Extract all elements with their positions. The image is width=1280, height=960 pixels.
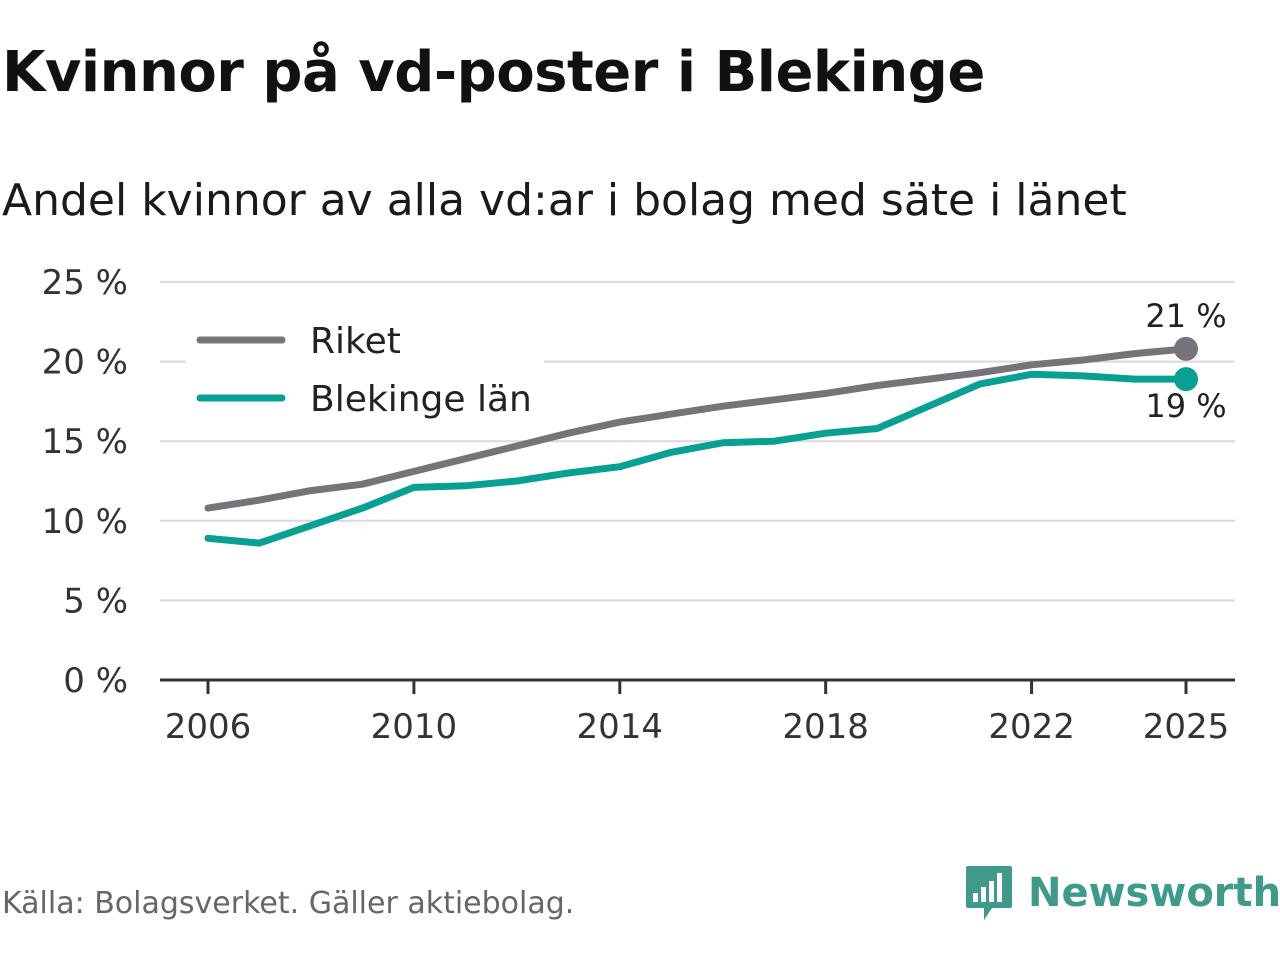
chart-subtitle: Andel kvinnor av alla vd:ar i bolag med … (2, 175, 1127, 226)
axes: 0 % 5 % 10 % 15 % 20 % 25 % 2006 2010 2014 2018 20… (42, 263, 1235, 747)
brand-logo: Newsworthy (964, 864, 1280, 922)
x-tick-label: 2018 (782, 707, 869, 747)
end-value-label: 19 % (1145, 387, 1226, 425)
x-tick-label: 2014 (577, 707, 664, 747)
series-end-point (1174, 367, 1198, 392)
y-tick-label: 25 % (42, 263, 128, 303)
x-tick-label: 2025 (1143, 707, 1230, 747)
x-tick-label: 2006 (165, 707, 252, 747)
series (204, 336, 1198, 547)
x-tick-label: 2010 (371, 707, 458, 747)
source-note: Källa: Bolagsverket. Gäller aktiebolag. (2, 886, 575, 921)
brand-name: Newsworthy (1028, 870, 1280, 916)
chart-title: Kvinnor på vd-poster i Blekinge (2, 40, 985, 105)
y-tick-label: 20 % (42, 343, 128, 383)
end-value-label: 21 % (1145, 297, 1226, 335)
series-end-point (1174, 336, 1198, 361)
legend: Riket Blekinge län (186, 312, 544, 428)
series-line-blekinge (204, 370, 1190, 547)
y-tick-label: 10 % (42, 502, 128, 542)
y-tick-label: 15 % (42, 422, 128, 462)
y-tick-label: 5 % (63, 581, 128, 621)
newsworthy-logo-icon (966, 866, 1012, 920)
x-tick-label: 2022 (988, 707, 1075, 747)
data-labels: 21 % 19 % (1145, 297, 1226, 425)
series-line-riket (204, 345, 1190, 512)
y-tick-label: 0 % (63, 661, 128, 701)
legend-label: Blekinge län (310, 379, 532, 420)
legend-label: Riket (310, 321, 401, 362)
legend-background (186, 312, 544, 428)
